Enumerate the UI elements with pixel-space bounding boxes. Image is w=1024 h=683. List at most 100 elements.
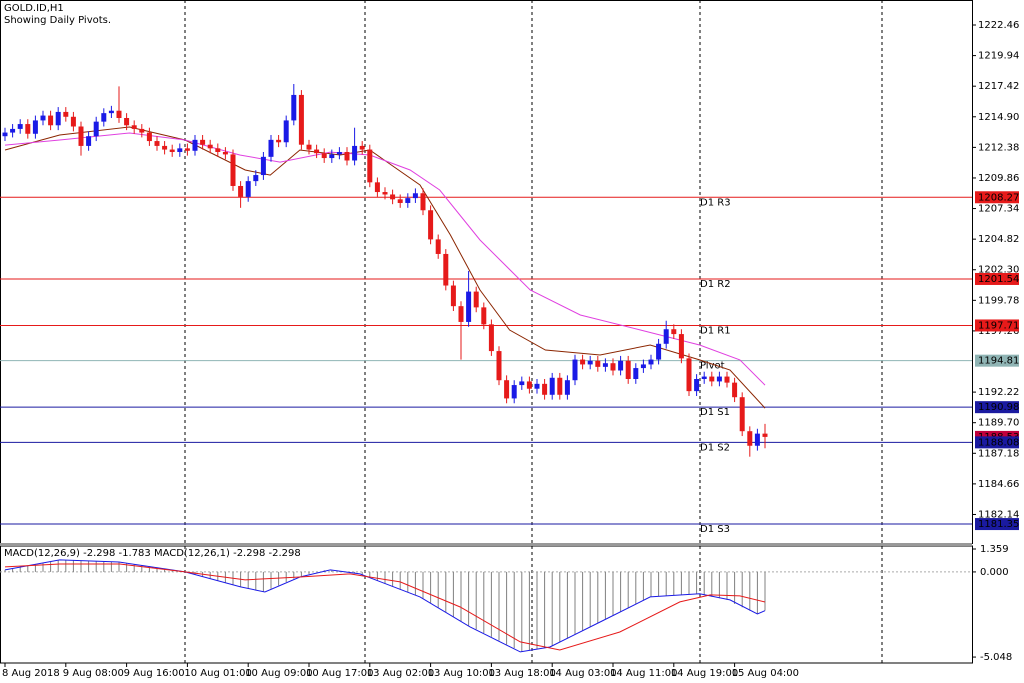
macd-y-tick-label: 0.000 xyxy=(980,567,1009,578)
candle-body xyxy=(739,397,745,432)
candle-body xyxy=(200,139,206,145)
candle-body xyxy=(572,359,578,381)
candle-body xyxy=(359,145,365,150)
candle-body xyxy=(496,351,502,381)
y-tick-label: 1219.94 xyxy=(978,51,1019,62)
chart-title: GOLD.ID,H1 xyxy=(4,3,64,14)
candle-body xyxy=(428,210,434,240)
candle-body xyxy=(466,291,472,322)
candle-body xyxy=(754,433,760,446)
pivot-label: D1 R2 xyxy=(700,279,731,290)
candle-body xyxy=(78,126,84,146)
pivot-price-box-label: 1197.71 xyxy=(978,320,1019,331)
candle-body xyxy=(435,239,441,254)
candle-body xyxy=(253,175,259,182)
pivot-price-box xyxy=(975,191,1019,204)
candle-body xyxy=(169,149,175,152)
candle-body xyxy=(40,115,46,121)
candle-body xyxy=(268,139,274,157)
y-tick-label: 1182.14 xyxy=(978,509,1019,520)
y-tick-label: 1192.22 xyxy=(978,387,1019,398)
x-tick-label: 13 Aug 18:00 xyxy=(488,668,555,679)
candle-body xyxy=(747,431,753,446)
candle-body xyxy=(63,111,69,117)
x-tick-label: 14 Aug 11:00 xyxy=(610,668,677,679)
candle-body xyxy=(526,381,532,389)
candle-body xyxy=(86,136,92,146)
candle-body xyxy=(298,94,304,145)
x-tick-label: 13 Aug 02:00 xyxy=(367,668,434,679)
x-tick-label: 9 Aug 08:00 xyxy=(63,668,124,679)
y-tick-label: 1199.78 xyxy=(978,295,1019,306)
candle-body xyxy=(686,358,692,392)
candle-body xyxy=(177,148,183,152)
y-tick-label: 1184.66 xyxy=(978,479,1019,490)
candle-body xyxy=(656,343,662,360)
candle-body xyxy=(412,193,418,199)
candle-body xyxy=(124,117,130,126)
pivot-label: D1 S2 xyxy=(700,442,730,453)
candle-body xyxy=(724,376,730,383)
candle-body xyxy=(762,433,768,437)
pivot-price-box-label: 1208.27 xyxy=(978,192,1019,203)
candle-body xyxy=(511,385,517,399)
candle-body xyxy=(549,377,555,395)
x-tick-label: 9 Aug 16:00 xyxy=(124,668,185,679)
candle-body xyxy=(276,139,282,143)
candle-body xyxy=(230,154,236,186)
candle-body xyxy=(2,132,8,137)
candle-body xyxy=(382,192,388,195)
moving-average xyxy=(4,132,766,386)
candle-body xyxy=(17,124,23,129)
candle-body xyxy=(55,111,61,126)
candle-body xyxy=(701,376,707,379)
pivot-price-box-label: 1201.54 xyxy=(978,274,1019,285)
candle-body xyxy=(716,376,722,382)
y-tick-label: 1217.42 xyxy=(978,81,1019,92)
candle-body xyxy=(32,120,38,134)
candle-body xyxy=(488,324,494,352)
candle-body xyxy=(504,380,510,399)
y-tick-label: 1222.46 xyxy=(978,20,1019,31)
pivot-price-box xyxy=(975,401,1019,414)
x-tick-label: 14 Aug 19:00 xyxy=(671,668,738,679)
pivot-label: Pivot xyxy=(700,361,725,372)
pivot-price-box xyxy=(975,436,1019,449)
candle-body xyxy=(694,378,700,392)
macd-y-tick-label: 1.359 xyxy=(980,544,1009,555)
candle-body xyxy=(314,149,320,154)
candle-body xyxy=(709,376,715,382)
candle-body xyxy=(116,110,122,118)
candle-body xyxy=(108,110,114,114)
candle-body xyxy=(192,139,198,151)
candle-body xyxy=(367,149,373,183)
candle-body xyxy=(146,132,152,142)
candle-body xyxy=(557,377,563,395)
candle-body xyxy=(245,181,251,197)
candle-body xyxy=(238,185,244,197)
y-tick-label: 1202.30 xyxy=(978,265,1019,276)
candle-body xyxy=(321,153,327,159)
candle-body xyxy=(336,151,342,155)
candle-body xyxy=(519,381,525,386)
candle-body xyxy=(260,156,266,176)
pivot-price-box xyxy=(975,319,1019,332)
pivot-price-box xyxy=(975,272,1019,285)
pivot-price-box-label: 1188.08 xyxy=(978,437,1019,448)
x-tick-label: 8 Aug 2018 xyxy=(2,668,60,679)
candle-body xyxy=(352,145,358,161)
candle-body xyxy=(184,148,190,151)
x-tick-label: 13 Aug 10:00 xyxy=(428,668,495,679)
candle-body xyxy=(374,182,380,193)
candle-body xyxy=(602,363,608,367)
candle-body xyxy=(542,383,548,395)
candle-body xyxy=(633,368,639,379)
candle-body xyxy=(222,151,228,155)
candle-body xyxy=(397,199,403,203)
candle-body xyxy=(443,253,449,286)
pivot-price-box-label: 1181.35 xyxy=(978,519,1019,530)
pivot-label: D1 S1 xyxy=(700,407,730,418)
chart-subtitle: Showing Daily Pivots. xyxy=(4,15,111,26)
candle-body xyxy=(344,151,350,161)
